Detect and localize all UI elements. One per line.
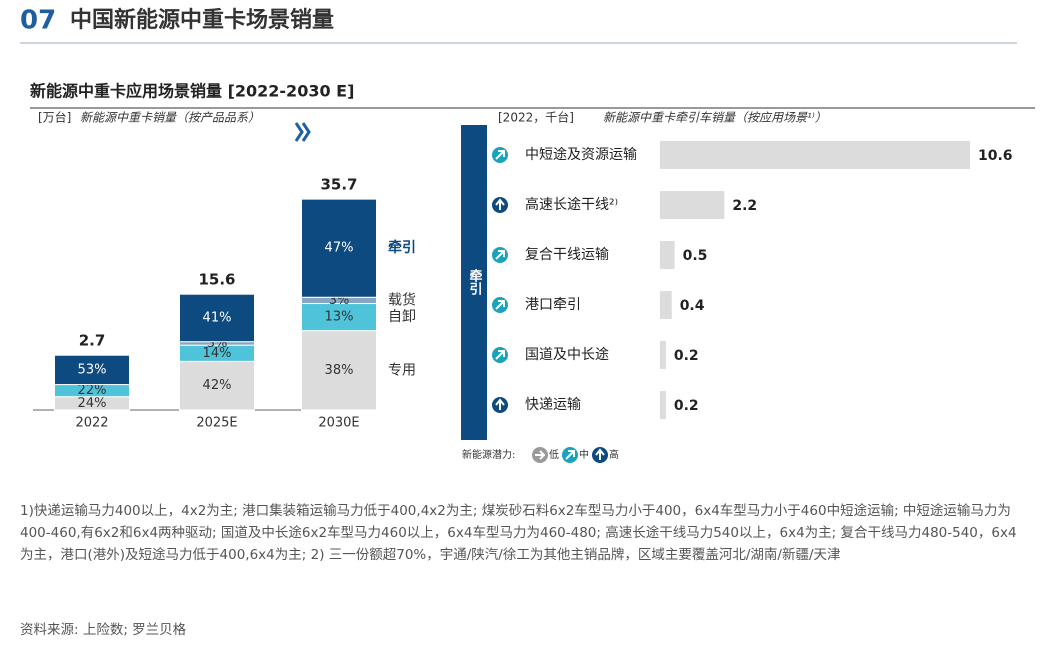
- potential-icon: [592, 447, 608, 463]
- total-label: 2.7: [79, 332, 106, 350]
- legend-item: 高: [592, 447, 619, 463]
- category-label: 港口牵引: [525, 297, 581, 313]
- potential-icon: [532, 447, 548, 463]
- x-tick-label: 2022: [75, 416, 108, 431]
- category-label: 中短途及资源运输: [525, 146, 637, 163]
- page-title: 中国新能源中重卡场景销量: [70, 7, 334, 33]
- segment-label: 22%: [78, 383, 107, 398]
- segment-label: 24%: [78, 396, 107, 411]
- value-label: 0.4: [680, 298, 705, 314]
- legend-label: 低: [549, 448, 559, 461]
- section-number: 07: [20, 6, 56, 36]
- segment-label: 13%: [325, 310, 354, 325]
- series-label: 专用: [388, 362, 416, 378]
- segment-label: 47%: [325, 241, 354, 256]
- legend-label: 高: [609, 448, 619, 461]
- footnote: 1)快递运输马力400以上，4x2为主; 港口集装箱运输马力低于400,4x2为…: [20, 503, 1017, 563]
- x-tick-label: 2030E: [318, 416, 359, 431]
- total-label: 35.7: [320, 176, 357, 194]
- bar-segment: [179, 360, 255, 411]
- bar-segment: [301, 303, 377, 332]
- bar: [660, 241, 675, 269]
- value-label: 0.2: [674, 348, 699, 364]
- icon-arrow: [495, 150, 505, 160]
- potential-icon: [492, 147, 508, 163]
- icon-arrow: [495, 350, 505, 360]
- icon-arrow: [495, 250, 505, 260]
- category-label: 复合干线运输: [525, 246, 609, 263]
- icon-arrow: [495, 300, 505, 310]
- icon-arrow: [495, 398, 505, 410]
- series-label: 载货: [388, 291, 416, 308]
- legend-item: 低: [532, 447, 559, 463]
- potential-icon: [492, 197, 508, 213]
- segment-label: 42%: [203, 378, 232, 393]
- series-label: 牵引: [388, 239, 416, 256]
- section-title: 新能源中重卡应用场景销量 [2022-2030 E]: [30, 82, 354, 101]
- legend-label: 中: [579, 448, 589, 461]
- bar: [660, 141, 970, 169]
- left-unit: [万台]: [38, 110, 71, 125]
- icon-arrow: [565, 450, 575, 460]
- icon-arrow: [495, 198, 505, 210]
- value-label: 0.5: [683, 248, 708, 264]
- potential-icon: [562, 447, 578, 463]
- potential-icon: [492, 397, 508, 413]
- group-band: [461, 125, 487, 440]
- total-label: 15.6: [198, 271, 235, 289]
- bar: [660, 391, 666, 419]
- segment-label: 14%: [203, 346, 232, 361]
- bar-segment: [179, 293, 255, 343]
- value-label: 2.2: [732, 198, 757, 214]
- left-chart-title: 新能源中重卡销量（按产品品系）: [80, 111, 260, 125]
- right-unit: [2022，千台]: [498, 110, 574, 125]
- chevron-icon: [294, 122, 311, 142]
- group-label: 牵引: [467, 268, 483, 296]
- icon-arrow: [535, 450, 546, 460]
- potential-icon: [492, 347, 508, 363]
- bar: [660, 291, 672, 319]
- category-label: 高速长途干线²⁾: [525, 196, 618, 213]
- source: 资料来源: 上险数; 罗兰贝格: [20, 622, 187, 638]
- value-label: 10.6: [978, 148, 1013, 164]
- bar-segment: [301, 198, 377, 298]
- potential-icon: [492, 247, 508, 263]
- icon-arrow: [595, 448, 605, 460]
- segment-label: 41%: [203, 310, 232, 325]
- category-label: 国道及中长途: [525, 346, 609, 363]
- x-tick-label: 2025E: [196, 416, 237, 431]
- category-label: 快递运输: [525, 397, 581, 413]
- potential-icon: [492, 297, 508, 313]
- legend-title: 新能源潜力:: [462, 448, 515, 461]
- bar: [660, 341, 666, 369]
- series-label: 自卸: [388, 309, 416, 325]
- value-label: 0.2: [674, 398, 699, 414]
- bar-segment: [301, 330, 377, 411]
- bar-segment: [54, 354, 130, 386]
- bar: [660, 191, 725, 219]
- legend-item: 中: [562, 447, 589, 463]
- right-chart-title: 新能源中重卡牵引车销量（按应用场景¹⁾）: [603, 111, 827, 125]
- segment-label: 53%: [78, 362, 107, 377]
- segment-label: 38%: [325, 363, 354, 378]
